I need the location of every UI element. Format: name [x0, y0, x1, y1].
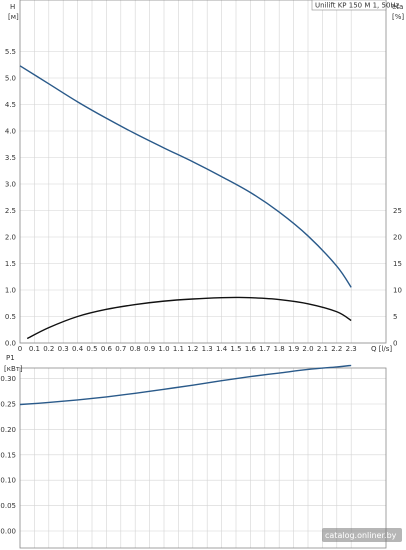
x-tick-label: 0.8: [130, 345, 141, 353]
power-tick-label: 0.30: [0, 375, 16, 383]
x-tick-label: 2.1: [317, 345, 328, 353]
title-box: Unilift KP 150 M 1, 50Hz: [311, 0, 400, 11]
y-tick-label: 5.0: [5, 75, 16, 83]
y-axis-label-h-line2: [м]: [8, 13, 19, 21]
y-tick-label: 3.5: [5, 154, 16, 162]
y-tick-label: 2.0: [5, 234, 16, 242]
x-tick-label: 0.2: [43, 345, 54, 353]
y2-tick-label: 15: [393, 260, 402, 268]
y-tick-label: 4.5: [5, 101, 16, 109]
x-tick-label: 0.1: [29, 345, 40, 353]
x-tick-label: 1.7: [259, 345, 270, 353]
x-tick-label: 2.3: [346, 345, 357, 353]
y-tick-label: 5.5: [5, 48, 16, 56]
x-tick-label: 0.4: [72, 345, 84, 353]
grid-lines: [19, 0, 386, 548]
x-tick-label: 2.2: [331, 345, 342, 353]
x-tick-label: 1.5: [230, 345, 241, 353]
x-tick-label: 1.0: [158, 345, 169, 353]
power-tick-label: 0.00: [0, 528, 16, 536]
chart-title: Unilift KP 150 M 1, 50Hz: [315, 2, 400, 10]
x-tick-label: 0.9: [144, 345, 155, 353]
x-tick-label: 1.2: [187, 345, 198, 353]
power-tick-label: 0.25: [0, 401, 16, 409]
y-tick-label: 4.0: [5, 128, 16, 136]
power-tick-label: 0.10: [0, 477, 16, 485]
y-tick-label: 0.0: [5, 340, 16, 348]
power-tick-label: 0.20: [0, 426, 16, 434]
tick-labels: 0 0.1 0.2 0.3 0.4 0.5 0.6 0.7 0.8 0.9 1.0 1.1 1.2 1.3…: [0, 48, 402, 536]
power-axis-label-line2: [кВт]: [4, 365, 23, 373]
power-tick-label: 0.05: [0, 502, 16, 510]
data-series: [19, 65, 352, 406]
x-tick-label: 0: [18, 345, 22, 353]
upper-plot-frame: [19, 0, 387, 344]
y2-axis-label-eta-line1: eta: [392, 3, 403, 11]
x-tick-label: 1.4: [216, 345, 228, 353]
series-line-head: [19, 65, 352, 288]
series-line-efficiency: [26, 296, 352, 340]
series-line-power: [19, 364, 352, 406]
y2-tick-label: 10: [393, 287, 402, 295]
y2-tick-label: 0: [393, 340, 397, 348]
power-tick-label: 0.15: [0, 451, 16, 459]
y-tick-label: 2.5: [5, 207, 16, 215]
x-tick-label: 1.8: [274, 345, 285, 353]
y2-axis-label-eta-line2: [%]: [392, 13, 404, 21]
y2-tick-label: 25: [393, 207, 402, 215]
x-tick-label: 2.0: [302, 345, 313, 353]
y-tick-label: 1.0: [5, 287, 16, 295]
x-tick-label: 1.9: [288, 345, 299, 353]
y2-tick-label: 5: [393, 313, 397, 321]
y2-tick-label: 20: [393, 234, 402, 242]
x-tick-label: 0.3: [58, 345, 69, 353]
x-tick-label: 1.1: [173, 345, 184, 353]
watermark: catalog.onliner.by: [322, 528, 402, 542]
watermark-text: catalog.onliner.by: [325, 531, 397, 540]
x-tick-label: 1.3: [202, 345, 213, 353]
x-tick-label: 0.5: [86, 345, 97, 353]
y-tick-label: 3.0: [5, 181, 16, 189]
x-tick-label: 0.7: [115, 345, 126, 353]
x-tick-label: 1.6: [245, 345, 257, 353]
y-tick-label: 0.5: [5, 313, 16, 321]
lower-plot-frame: [19, 367, 387, 549]
power-axis-label-line1: P1: [6, 354, 15, 362]
y-tick-label: 1.5: [5, 260, 16, 268]
x-axis-label: Q [l/s]: [371, 345, 392, 353]
x-tick-label: 0.6: [101, 345, 113, 353]
y-axis-label-h-line1: H: [10, 3, 15, 11]
